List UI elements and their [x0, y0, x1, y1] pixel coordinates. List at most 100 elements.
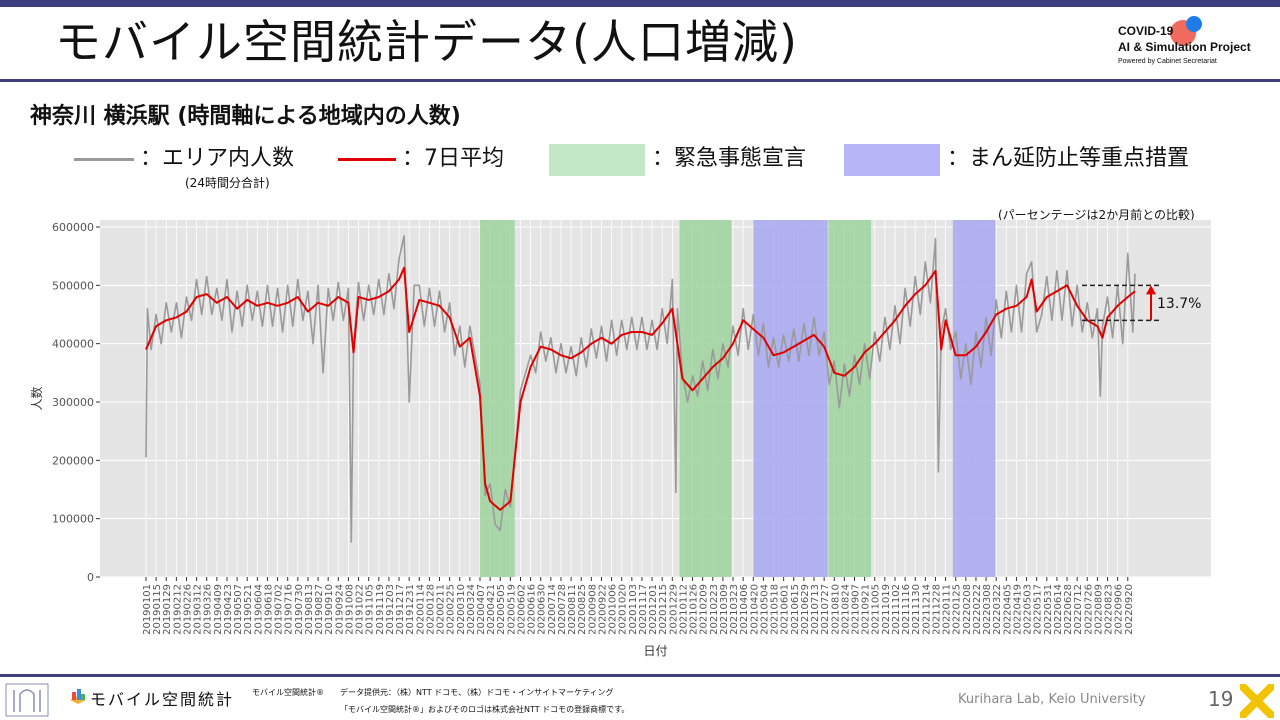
x-tick-label: 20190730 [294, 584, 305, 635]
x-tick-label: 20211102 [891, 584, 902, 635]
x-tick-label: 20200114 [415, 584, 426, 635]
x-tick-label: 20210420 [749, 584, 760, 635]
y-tick-label: 300000 [52, 396, 94, 409]
x-tick-label: 20211005 [871, 584, 882, 635]
x-tick-label: 20201006 [608, 584, 619, 635]
x-tick-label: 20210824 [840, 584, 851, 635]
x-tick-label: 20220208 [962, 584, 973, 635]
lab-mark-icon [5, 683, 49, 717]
x-tick-label: 20191008 [344, 584, 355, 635]
x-tick-label: 20210209 [699, 584, 710, 635]
x-tick-label: 20201201 [648, 584, 659, 635]
logo-blue-circle-icon [1186, 16, 1202, 32]
x-tick-label: 20210126 [689, 584, 700, 635]
footer-divider [0, 674, 1280, 677]
x-tick-label: 20191231 [405, 584, 416, 635]
x-tick-label: 20191119 [375, 584, 386, 635]
x-tick-label: 20200825 [577, 584, 588, 635]
series-area-population-line [145, 235, 1136, 543]
semi-emergency-band [753, 220, 828, 577]
logo-line-1: COVID-19 [1118, 24, 1174, 38]
population-line-chart: 0 100000 200000 300000 400000 500000 600000 201… [29, 220, 1211, 658]
x-tick-label: 20200908 [587, 584, 598, 635]
emergency-band [480, 220, 515, 577]
x-tick-label: 20190618 [263, 584, 274, 635]
y-tick-label: 0 [87, 571, 94, 584]
y-tick-label: 200000 [52, 454, 94, 467]
x-tick-label: 20210810 [830, 584, 841, 635]
footer-credit-line-1: モバイル空間統計® データ提供元：（株）NTT ドコモ、（株）ドコモ・インサイト… [252, 688, 614, 697]
x-tick-label: 20190702 [274, 584, 285, 635]
x-tick-label: 20210406 [739, 584, 750, 635]
x-tick-label: 20190924 [334, 584, 345, 635]
x-tick-label: 20191022 [355, 584, 366, 635]
page-number: 19 [1208, 687, 1234, 711]
x-tick-label: 20200714 [547, 584, 558, 635]
x-axis-label: 日付 [643, 644, 667, 658]
legend-avg-label: ：7日平均 [402, 146, 504, 171]
x-tick-label: 20200225 [446, 584, 457, 635]
x-tick-label: 20200505 [496, 584, 507, 635]
x-tick-label: 20200324 [466, 584, 477, 635]
x-tick-label: 20190312 [193, 584, 204, 635]
x-tick-label: 20210223 [709, 584, 720, 635]
x-tick-label: 20200630 [537, 584, 548, 635]
legend-emergency-swatch [549, 144, 645, 176]
plot-background [100, 220, 1211, 577]
series-7day-average-line [145, 266, 1136, 511]
x-tick-label: 20210504 [759, 584, 770, 635]
x-tick-label: 20200922 [597, 584, 608, 635]
logo-line-3: Powered by Cabinet Secretariat [1118, 58, 1217, 65]
x-tick-label: 20191105 [365, 584, 376, 635]
x-tick-label: 20220712 [1073, 584, 1084, 635]
x-tick-label: 20190129 [162, 584, 173, 635]
x-tick-label: 20200421 [486, 584, 497, 635]
x-tick-label: 20190827 [314, 584, 325, 635]
x-tick-label: 20190409 [213, 584, 224, 635]
x-tick-label: 20210921 [861, 584, 872, 635]
top-accent-bar [0, 0, 1280, 7]
footer-brand-name: モバイル空間統計 [90, 690, 235, 709]
legend-raw-note: (24時間分合計) [185, 176, 270, 190]
chart-subtitle: 神奈川 横浜駅 (時間軸による地域内の人数) [30, 104, 461, 129]
x-tick-label: 20211116 [901, 584, 912, 635]
legend-semi-label: ：まん延防止等重点措置 [947, 146, 1190, 171]
legend-raw-label: ：エリア内人数 [140, 146, 295, 171]
x-tick-label: 20190115 [152, 584, 163, 635]
x-tick-label: 20220503 [1023, 584, 1034, 635]
x-tick-label: 20220906 [1114, 584, 1125, 635]
x-tick-label: 20220809 [1093, 584, 1104, 635]
x-tick-label: 20210518 [770, 584, 781, 635]
x-tick-label: 20210601 [780, 584, 791, 635]
x-tick-label: 20210713 [810, 584, 821, 635]
y-tick-label: 600000 [52, 221, 94, 234]
emergency-band [828, 220, 872, 577]
x-tick-label: 20220823 [1104, 584, 1115, 635]
y-tick-label: 500000 [52, 279, 94, 292]
x-tick-label: 20210907 [850, 584, 861, 635]
footer-credit-line-2: 「モバイル空間統計®」およびそのロゴは株式会社NTT ドコモの登録商標です。 [340, 705, 630, 714]
x-tick-label: 20201020 [618, 584, 629, 635]
x-tick-label: 20190813 [304, 584, 315, 635]
x-tick-label: 20190604 [253, 584, 264, 635]
x-tick-label: 20220111 [942, 584, 953, 635]
x-tick-label: 20200310 [456, 584, 467, 635]
x-tick-label: 20200616 [527, 584, 538, 635]
title-divider [0, 79, 1280, 82]
page-title: モバイル空間統計データ(人口増減) [55, 15, 798, 69]
x-tick-label: 20210727 [820, 584, 831, 635]
x-tick-label: 20211130 [911, 584, 922, 635]
x-tick-label: 20190326 [203, 584, 214, 635]
project-logo: COVID-19 AI & Simulation Project Powered… [1118, 16, 1278, 72]
legend-raw-line-icon [74, 158, 134, 161]
x-tick-label: 20190226 [182, 584, 193, 635]
annotation-arrow-head-icon [1146, 285, 1156, 295]
x-tick-label: 20210615 [790, 584, 801, 635]
x-tick-label: 20220308 [982, 584, 993, 635]
x-tick-label: 20220419 [1012, 584, 1023, 635]
legend-emergency-label: ：緊急事態宣言 [652, 146, 807, 171]
x-tick-label: 20220531 [1043, 584, 1054, 635]
x-tick-label: 20191217 [395, 584, 406, 635]
x-tick-label: 20200128 [425, 584, 436, 635]
x-tick-label: 20210323 [729, 584, 740, 635]
